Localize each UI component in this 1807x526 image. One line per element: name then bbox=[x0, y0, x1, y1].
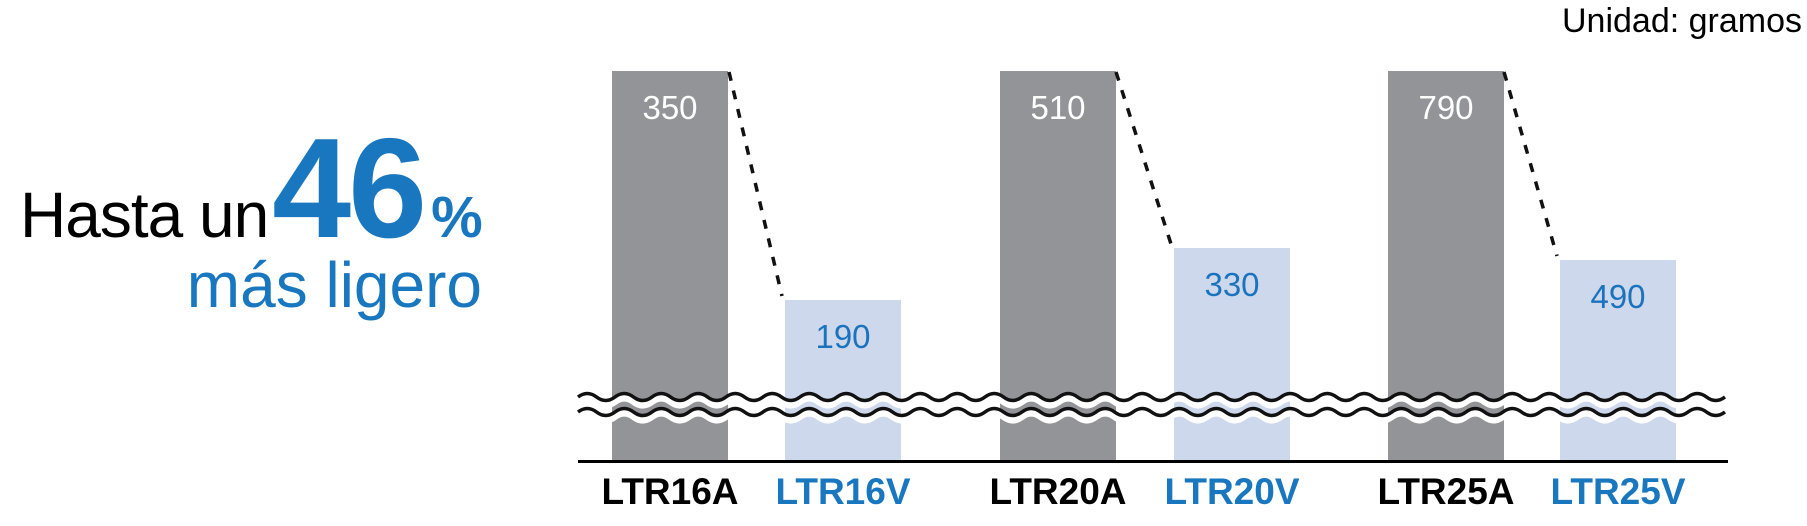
unit-label: Unidad: gramos bbox=[1561, 2, 1802, 40]
category-label-ltr16v: LTR16V bbox=[775, 471, 911, 512]
headline: Hasta un 46 % más ligero bbox=[20, 109, 483, 322]
bar-value-ltr25a: 790 bbox=[1418, 89, 1474, 126]
axis-break-wave bbox=[576, 406, 1727, 418]
axis-break-wave bbox=[576, 391, 1727, 403]
headline-percentage-number: 46 bbox=[272, 109, 427, 268]
axis-break-wave bbox=[575, 409, 1728, 424]
category-label-ltr25a: LTR25A bbox=[1377, 471, 1515, 512]
bar-value-ltr16v: 190 bbox=[815, 318, 871, 355]
bar-value-ltr20v: 330 bbox=[1204, 266, 1260, 303]
headline-line2: más ligero bbox=[186, 249, 482, 321]
reduction-connector-ltr20 bbox=[1114, 71, 1173, 245]
bar-value-ltr25v: 490 bbox=[1590, 278, 1646, 315]
headline-prefix: Hasta un bbox=[20, 179, 269, 251]
bar-ltr20v: 330 bbox=[1174, 248, 1290, 462]
bar-value-ltr20a: 510 bbox=[1030, 89, 1086, 126]
bar-value-ltr16a: 350 bbox=[642, 89, 698, 126]
bar-ltr20a: 510 bbox=[1000, 71, 1116, 462]
headline-percent-sign: % bbox=[431, 185, 483, 250]
reduction-connector-ltr25 bbox=[1502, 71, 1559, 257]
bar-ltr16v: 190 bbox=[785, 300, 901, 462]
axis-break-wave bbox=[575, 394, 1728, 409]
x-axis-line bbox=[578, 460, 1728, 463]
category-label-ltr20v: LTR20V bbox=[1164, 471, 1300, 512]
category-label-ltr20a: LTR20A bbox=[989, 471, 1127, 512]
headline-line1: Hasta un 46 % bbox=[20, 109, 483, 268]
reduction-connector-ltr16 bbox=[727, 71, 784, 297]
bar-ltr25a: 790 bbox=[1388, 71, 1504, 462]
bar-ltr25v: 490 bbox=[1560, 260, 1676, 462]
category-label-ltr25v: LTR25V bbox=[1550, 471, 1686, 512]
category-label-ltr16a: LTR16A bbox=[601, 471, 739, 512]
bar-ltr16a: 350 bbox=[612, 71, 728, 462]
